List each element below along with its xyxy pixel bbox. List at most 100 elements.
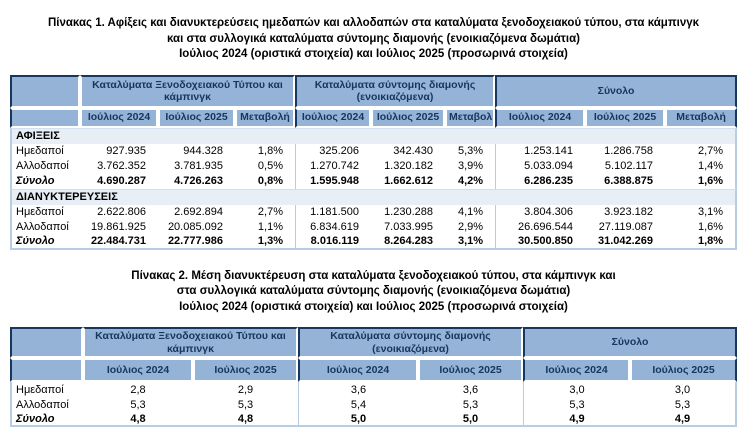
table1-group-hotels: Καταλύματα Ξενοδοχειακού Τύπου και κάμπι… [80, 74, 295, 108]
table2-title: Πίνακας 2. Μέση διανυκτέρευση στα καταλύ… [0, 250, 747, 316]
table1-title-line2: και στα συλλογικά καταλύματα σύντομης δι… [167, 32, 580, 45]
data-cell: 1.230.288 [371, 204, 445, 220]
table-row-total: Σύνολο 4,8 4,8 5,0 5,0 4,9 4,9 [10, 412, 738, 427]
data-cell: 1.286.758 [585, 143, 666, 159]
data-cell: 4,9 [630, 412, 738, 427]
data-cell: 1,6% [665, 219, 738, 235]
data-cell: 3,1% [665, 204, 738, 220]
row-label: Ημεδαποί [10, 204, 80, 220]
data-cell: 26.696.544 [495, 219, 586, 235]
data-cell: 3,9% [445, 158, 496, 174]
data-cell: 342.430 [371, 143, 445, 159]
data-cell: 4.726.263 [158, 173, 235, 189]
data-cell: 1.270.742 [295, 158, 371, 174]
data-cell: 7.033.995 [371, 219, 445, 235]
row-label: Ημεδαποί [10, 382, 83, 397]
data-cell: 5.033.094 [495, 158, 586, 174]
data-cell: 3,6 [298, 382, 418, 397]
period-header: Ιούλιος 2024 [80, 107, 158, 128]
table1-corner-cell [10, 74, 80, 108]
table2-corner-cell2 [10, 358, 83, 382]
data-cell: 1,8% [235, 143, 295, 159]
row-label: Σύνολο [10, 173, 80, 189]
data-cell: 2,9% [445, 219, 496, 235]
data-cell: 5,3 [418, 397, 523, 412]
data-cell: 3.781.935 [158, 158, 235, 174]
data-cell: 1,8% [665, 234, 738, 250]
section-header: ΑΦΙΞΕΙΣ [10, 127, 738, 144]
data-cell: 1.320.182 [371, 158, 445, 174]
period-header: Ιούλιος 2024 [495, 107, 586, 128]
table1-period-header-row: Ιούλιος 2024 Ιούλιος 2025 Μεταβολή Ιούλι… [10, 107, 738, 128]
data-cell: 5,0 [298, 412, 418, 427]
data-cell: 944.328 [158, 143, 235, 159]
table2-average-stay: Καταλύματα Ξενοδοχειακού Τύπου και κάμπι… [10, 327, 738, 427]
data-cell: 2.692.894 [158, 204, 235, 220]
data-cell: 22.777.986 [158, 234, 235, 250]
data-cell: 31.042.269 [585, 234, 666, 250]
period-header: Ιούλιος 2025 [418, 358, 523, 382]
data-cell: 1,1% [235, 219, 295, 235]
table1-arrivals-overnights: Καταλύματα Ξενοδοχειακού Τύπου και κάμπι… [10, 74, 738, 250]
change-header: Μεταβολή [665, 107, 738, 128]
table-row: Ημεδαποί 927.935 944.328 1,8% 325.206 34… [10, 143, 738, 159]
period-header: Ιούλιος 2024 [83, 358, 193, 382]
section-row-arrivals: ΑΦΙΞΕΙΣ [10, 127, 738, 144]
period-header: Ιούλιος 2025 [630, 358, 738, 382]
data-cell: 5.102.117 [585, 158, 666, 174]
table2-corner-cell [10, 327, 83, 358]
data-cell: 4,8 [193, 412, 298, 427]
data-cell: 2,7% [665, 143, 738, 159]
row-label: Αλλοδαποί [10, 158, 80, 174]
data-cell: 27.119.087 [585, 219, 666, 235]
data-cell: 3,6 [418, 382, 523, 397]
data-cell: 4,9 [523, 412, 630, 427]
table2-group-total: Σύνολο [523, 327, 738, 358]
data-cell: 927.935 [80, 143, 158, 159]
table-row: Αλλοδαποί 5,3 5,3 5,4 5,3 5,3 5,3 [10, 397, 738, 412]
table1-title-line1: Πίνακας 1. Αφίξεις και διανυκτερεύσεις η… [47, 17, 700, 29]
change-header: Μεταβολή [445, 107, 496, 128]
data-cell: 5,3 [630, 397, 738, 412]
data-cell: 1.595.948 [295, 173, 371, 189]
data-cell: 6.834.619 [295, 219, 371, 235]
table-row: Ημεδαποί 2.622.806 2.692.894 2,7% 1.181.… [10, 204, 738, 220]
data-cell: 3.762.352 [80, 158, 158, 174]
data-cell: 5,3 [523, 397, 630, 412]
data-cell: 1,4% [665, 158, 738, 174]
data-cell: 3,0 [630, 382, 738, 397]
data-cell: 2,9 [193, 382, 298, 397]
data-cell: 1.253.141 [495, 143, 586, 159]
table2-period-header-row: Ιούλιος 2024 Ιούλιος 2025 Ιούλιος 2024 Ι… [10, 358, 738, 382]
table-row: Ημεδαποί 2,8 2,9 3,6 3,6 3,0 3,0 [10, 382, 738, 397]
row-label: Αλλοδαποί [10, 219, 80, 235]
data-cell: 325.206 [295, 143, 371, 159]
data-cell: 4.690.287 [80, 173, 158, 189]
table2-title-line1: Πίνακας 2. Μέση διανυκτέρευση στα καταλύ… [131, 269, 616, 282]
table2-group-header-row: Καταλύματα Ξενοδοχειακού Τύπου και κάμπι… [10, 327, 738, 358]
table2-group-hotels: Καταλύματα Ξενοδοχειακού Τύπου και κάμπι… [83, 327, 298, 358]
data-cell: 1,6% [665, 173, 738, 189]
row-label: Σύνολο [10, 234, 80, 250]
data-cell: 4,1% [445, 204, 496, 220]
table2-title-line2: στα συλλογικά καταλύματα σύντομης διαμον… [176, 285, 571, 297]
period-header: Ιούλιος 2025 [158, 107, 235, 128]
data-cell: 3.923.182 [585, 204, 666, 220]
data-cell: 5,3% [445, 143, 496, 159]
row-label: Αλλοδαποί [10, 397, 83, 412]
table1-group-short-stay: Καταλύματα σύντομης διαμονής (ενοικιαζόμ… [295, 74, 496, 108]
data-cell: 4,8 [83, 412, 193, 427]
data-cell: 5,0 [418, 412, 523, 427]
data-cell: 5,3 [83, 397, 193, 412]
table2-title-line3: Ιούλιος 2024 (οριστικά στοιχεία) και Ιού… [179, 300, 568, 313]
data-cell: 3,0 [523, 382, 630, 397]
table1-group-total: Σύνολο [495, 74, 738, 108]
table-row-total: Σύνολο 22.484.731 22.777.986 1,3% 8.016.… [10, 234, 738, 250]
table1-group-header-row: Καταλύματα Ξενοδοχειακού Τύπου και κάμπι… [10, 74, 738, 108]
period-header: Ιούλιος 2024 [295, 107, 371, 128]
period-header: Ιούλιος 2025 [371, 107, 445, 128]
data-cell: 2.622.806 [80, 204, 158, 220]
data-cell: 1.662.612 [371, 173, 445, 189]
data-cell: 5,4 [298, 397, 418, 412]
